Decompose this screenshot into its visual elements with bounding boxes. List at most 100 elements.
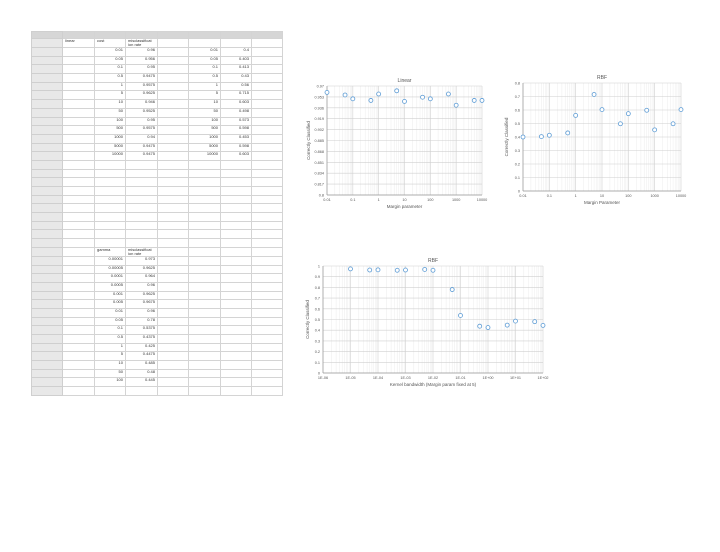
y-tick-label: 0.851 (314, 161, 324, 165)
table-cell (221, 160, 252, 169)
x-axis-label: Kernel bandwidth (Margin param fixed at … (390, 382, 477, 387)
table-cell: 0.0001 (95, 274, 126, 283)
table-cell (158, 160, 189, 169)
table-cell (189, 213, 221, 222)
table-cell (189, 352, 221, 361)
data-point (428, 97, 432, 101)
table-cell (189, 265, 221, 274)
table-cell (158, 65, 189, 74)
table-cell (126, 178, 158, 187)
table-cell: 0.01 (189, 48, 221, 57)
table-cell (63, 265, 95, 274)
table-cell: 0.95 (126, 117, 158, 126)
linear-chart: 0.01 0.1 1 10 100 1000 10000 0.8 0.817 0.834 0.851… (305, 68, 495, 213)
table-row (32, 213, 283, 222)
row-header (32, 221, 63, 230)
table-cell (63, 48, 95, 57)
table-cell: 0.5 (95, 74, 126, 83)
y-tick-label: 0.9 (315, 275, 320, 279)
table-cell: 0.956 (126, 56, 158, 65)
y-tick-label: 0.8 (515, 82, 520, 86)
table-row (32, 221, 283, 230)
y-tick-label: 0.2 (515, 163, 520, 167)
row-header (32, 282, 63, 291)
data-point (349, 267, 353, 271)
table-cell (252, 126, 283, 135)
table-cell (63, 134, 95, 143)
table-cell (221, 343, 252, 352)
data-point (395, 89, 399, 93)
table-cell (221, 178, 252, 187)
data-point (423, 267, 427, 271)
data-point (645, 108, 649, 112)
table-cell (252, 247, 283, 256)
table-cell (221, 291, 252, 300)
data-point (574, 113, 578, 117)
data-point (368, 268, 372, 272)
table-cell (189, 378, 221, 387)
table-cell (95, 387, 126, 396)
table-cell: 0.4 (221, 48, 252, 57)
table-row: 500 0.9575 500 0.598 (32, 126, 283, 135)
table-cell (63, 274, 95, 283)
data-point (618, 122, 622, 126)
row-header (32, 204, 63, 213)
table-cell (63, 82, 95, 91)
table-cell: 0.573 (221, 117, 252, 126)
table-cell (252, 195, 283, 204)
table-cell (63, 352, 95, 361)
table-cell (126, 221, 158, 230)
table-cell (189, 178, 221, 187)
table-cell (252, 291, 283, 300)
table-cell (189, 335, 221, 344)
chart-title: Linear (398, 78, 412, 84)
table-cell (158, 239, 189, 248)
table-row: 1000 0.94 1000 0.453 (32, 134, 283, 143)
table-cell (63, 369, 95, 378)
data-point (450, 288, 454, 292)
table-cell (252, 326, 283, 335)
row-header (32, 361, 63, 370)
table-cell (221, 265, 252, 274)
table-row: 0.5 0.4375 (32, 335, 283, 344)
table-cell: 0.4475 (126, 352, 158, 361)
table-row: 1 0.425 (32, 343, 283, 352)
table-row: 10000 0.9475 10000 0.603 (32, 152, 283, 161)
table-cell (63, 91, 95, 100)
table-cell: 0.9475 (126, 152, 158, 161)
row-header (32, 91, 63, 100)
data-point (343, 93, 347, 97)
y-tick-label: 0.868 (314, 150, 324, 154)
table-cell (63, 143, 95, 152)
table-cell (252, 274, 283, 283)
row-header (32, 39, 63, 48)
row-header (32, 239, 63, 248)
x-tick-label: 1E-02 (428, 376, 438, 380)
table-cell: 0.05 (95, 317, 126, 326)
y-tick-label: 1 (318, 265, 320, 269)
table-cell (252, 300, 283, 309)
table-cell (158, 169, 189, 178)
table-cell: 10 (189, 100, 221, 109)
table-cell (221, 274, 252, 283)
table-cell (95, 230, 126, 239)
table-row: 50 0.48 (32, 369, 283, 378)
table-cell (63, 361, 95, 370)
table-cell: 0.9675 (126, 300, 158, 309)
table-row: 0.1 0.95 0.1 0.413 (32, 65, 283, 74)
table-cell (158, 378, 189, 387)
y-tick-label: 0.953 (314, 95, 324, 99)
x-tick-label: 10 (402, 198, 406, 202)
table-cell (221, 213, 252, 222)
table-cell: 0.9475 (126, 143, 158, 152)
data-point (395, 268, 399, 272)
table-row (32, 204, 283, 213)
y-tick-label: 0.885 (314, 139, 324, 143)
table-cell (221, 387, 252, 396)
table-cell (221, 239, 252, 248)
row-header (32, 74, 63, 83)
table-cell (252, 204, 283, 213)
table-cell (158, 48, 189, 57)
x-tick-label: 1E+01 (510, 376, 521, 380)
table-row: 0.1 0.5375 (32, 326, 283, 335)
